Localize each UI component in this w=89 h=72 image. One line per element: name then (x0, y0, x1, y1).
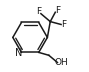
Text: F: F (37, 7, 42, 16)
Text: F: F (61, 20, 66, 29)
Text: F: F (56, 6, 61, 15)
Text: OH: OH (55, 58, 68, 67)
Text: N: N (15, 48, 22, 58)
